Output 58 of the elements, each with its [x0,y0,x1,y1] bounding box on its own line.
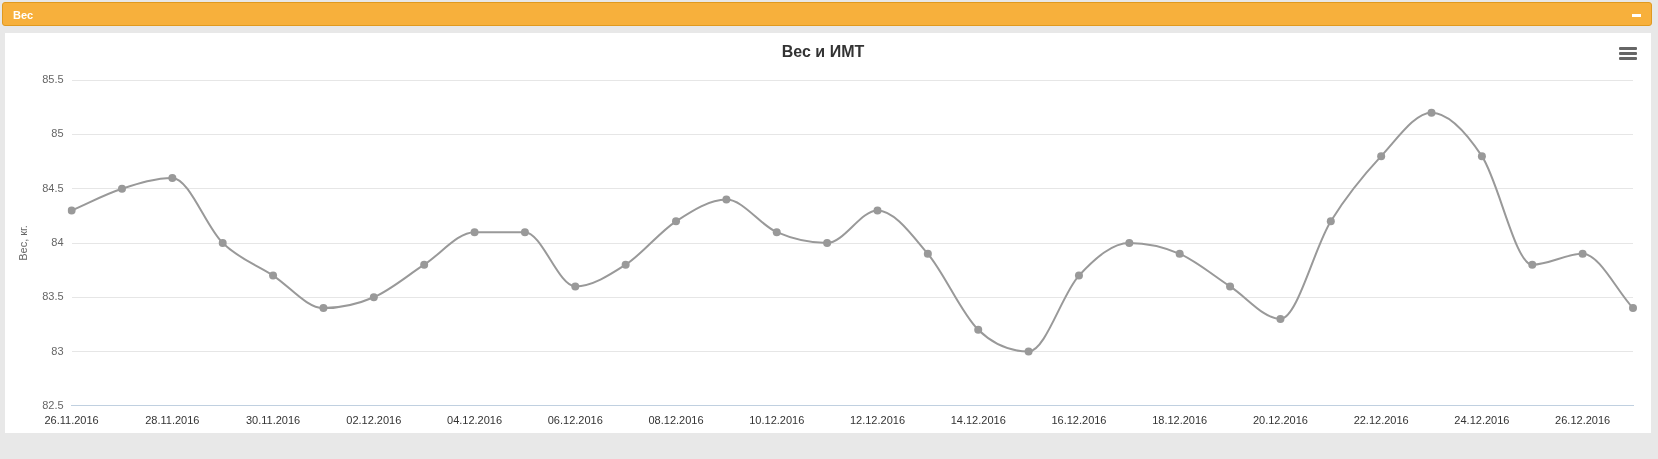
point [520,228,529,237]
point [823,239,832,247]
x-tick-label: 10.12.2016 [749,414,805,427]
point [571,282,580,291]
point [369,293,378,302]
x-tick-label: 16.12.2016 [1051,414,1107,427]
point [1528,260,1537,269]
x-tick-label: 18.12.2016 [1152,414,1208,427]
point [1125,239,1134,247]
text: Вес [13,9,34,21]
point [117,184,126,193]
x-tick-label: 06.12.2016 [547,414,603,427]
y-tick-label: 84.5 [42,181,64,194]
x-tick-label: 14.12.2016 [950,414,1006,427]
point [1377,152,1386,161]
point [1024,347,1033,356]
x-tick-label: 02.12.2016 [346,414,402,427]
x-tick-label: 30.11.2016 [245,414,301,427]
x-tick-label: 26.11.2016 [44,414,99,427]
point [218,239,227,247]
x-tick-label: 08.12.2016 [648,414,704,427]
point [1276,314,1285,323]
x-tick-label: 04.12.2016 [447,414,503,427]
point [1578,249,1587,258]
x-tick-label: 12.12.2016 [849,414,906,427]
x-tick-label: 24.12.2016 [1454,414,1510,427]
chart-title: Вес и ИМТ [781,43,865,61]
point [1226,282,1235,291]
point [621,260,630,269]
y-axis-title: Вес, кг. [16,225,29,261]
point [470,228,479,237]
point [1629,304,1637,313]
x-tick-label: 22.12.2016 [1353,414,1409,427]
x-tick-label: 28.11.2016 [145,414,200,427]
point [168,173,177,182]
y-tick-label: 85 [51,127,64,140]
y-tick-label: 85.5 [42,73,64,86]
point [923,249,932,258]
point [420,260,429,269]
point [1326,217,1335,226]
y-tick-label: 83 [51,344,64,357]
x-tick-label: 26.12.2016 [1555,414,1611,427]
point [873,206,882,215]
x-tick-label: 20.12.2016 [1252,414,1308,427]
y-tick-label: 83.5 [42,290,64,303]
point [722,195,731,204]
point [1477,152,1486,161]
y-tick-label: 82.5 [42,398,64,411]
point [269,271,278,280]
point [672,217,681,226]
point [319,304,328,313]
point [67,206,76,215]
point [1074,271,1083,280]
point [1427,108,1436,117]
point [772,228,781,237]
point [1175,249,1184,258]
point [974,325,983,334]
y-tick-label: 84 [51,236,64,249]
